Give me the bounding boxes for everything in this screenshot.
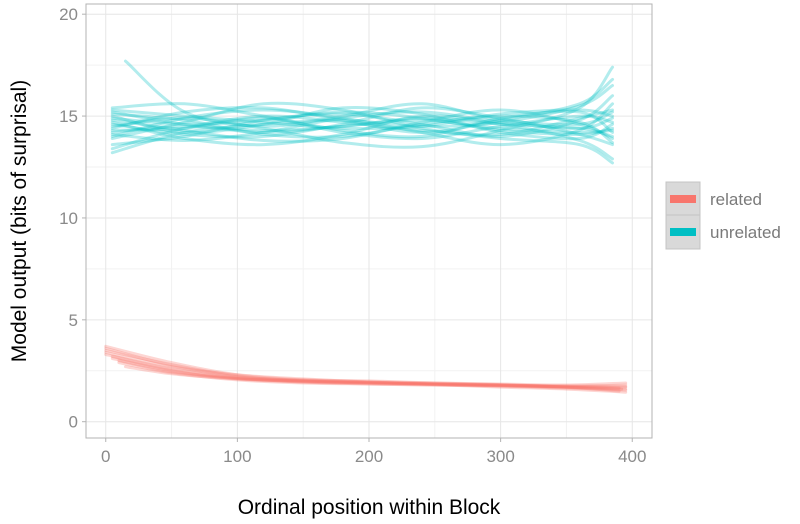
axis-ticks: 0 100 200 300 400 0 5 10 15 20 (59, 5, 646, 466)
series-line-related-6 (124, 365, 621, 393)
series-line-related-3 (104, 353, 628, 389)
series-line-related-4 (110, 357, 628, 388)
series-line-unrelated-17 (110, 77, 614, 134)
series-line-unrelated-8 (110, 102, 614, 139)
series-line-unrelated-15 (110, 112, 614, 145)
series-line-unrelated-19 (110, 110, 614, 143)
y-tick-label: 10 (59, 209, 78, 228)
x-tick-label: 0 (101, 447, 110, 466)
series-line-unrelated-9 (110, 108, 614, 143)
series-line-unrelated-3 (110, 102, 614, 147)
x-tick-label: 200 (355, 447, 383, 466)
series-line-unrelated-6 (110, 114, 614, 141)
y-tick-label: 15 (59, 107, 78, 126)
series-line-unrelated-16 (110, 114, 614, 161)
series-lines (104, 59, 628, 394)
series-line-related-9 (110, 355, 628, 389)
y-tick-label: 0 (69, 413, 78, 432)
series-line-unrelated-13 (110, 118, 614, 134)
legend-label-related: related (710, 190, 762, 209)
x-tick-label: 100 (223, 447, 251, 466)
series-line-related-5 (117, 361, 621, 390)
y-tick-label: 20 (59, 5, 78, 24)
series-line-related-10 (117, 359, 624, 391)
series-line-unrelated-4 (110, 106, 614, 147)
series-line-related-8 (104, 350, 628, 394)
series-line-unrelated-2 (110, 110, 614, 138)
series-line-related-2 (104, 348, 628, 392)
x-tick-label: 400 (618, 447, 646, 466)
series-line-unrelated-18 (110, 110, 614, 136)
legend: related unrelated (665, 181, 781, 250)
y-tick-label: 5 (69, 311, 78, 330)
legend-label-unrelated: unrelated (710, 223, 781, 242)
x-axis-title: Ordinal position within Block (238, 496, 501, 519)
series-line-unrelated-20 (110, 108, 614, 131)
series-line-unrelated-12 (110, 106, 614, 141)
series-line-unrelated-5 (124, 59, 614, 128)
series-line-related-1 (104, 344, 628, 391)
series-line-unrelated-1 (110, 84, 614, 155)
series-line-unrelated-11 (110, 65, 614, 149)
series-line-related-7 (104, 346, 628, 387)
series-line-unrelated-7 (110, 94, 614, 147)
grid-lines (86, 4, 652, 438)
series-line-unrelated-10 (110, 101, 614, 165)
series-line-unrelated-14 (110, 108, 614, 151)
y-axis-title: Model output (bits of surprisal) (8, 80, 31, 362)
x-tick-label: 300 (486, 447, 514, 466)
